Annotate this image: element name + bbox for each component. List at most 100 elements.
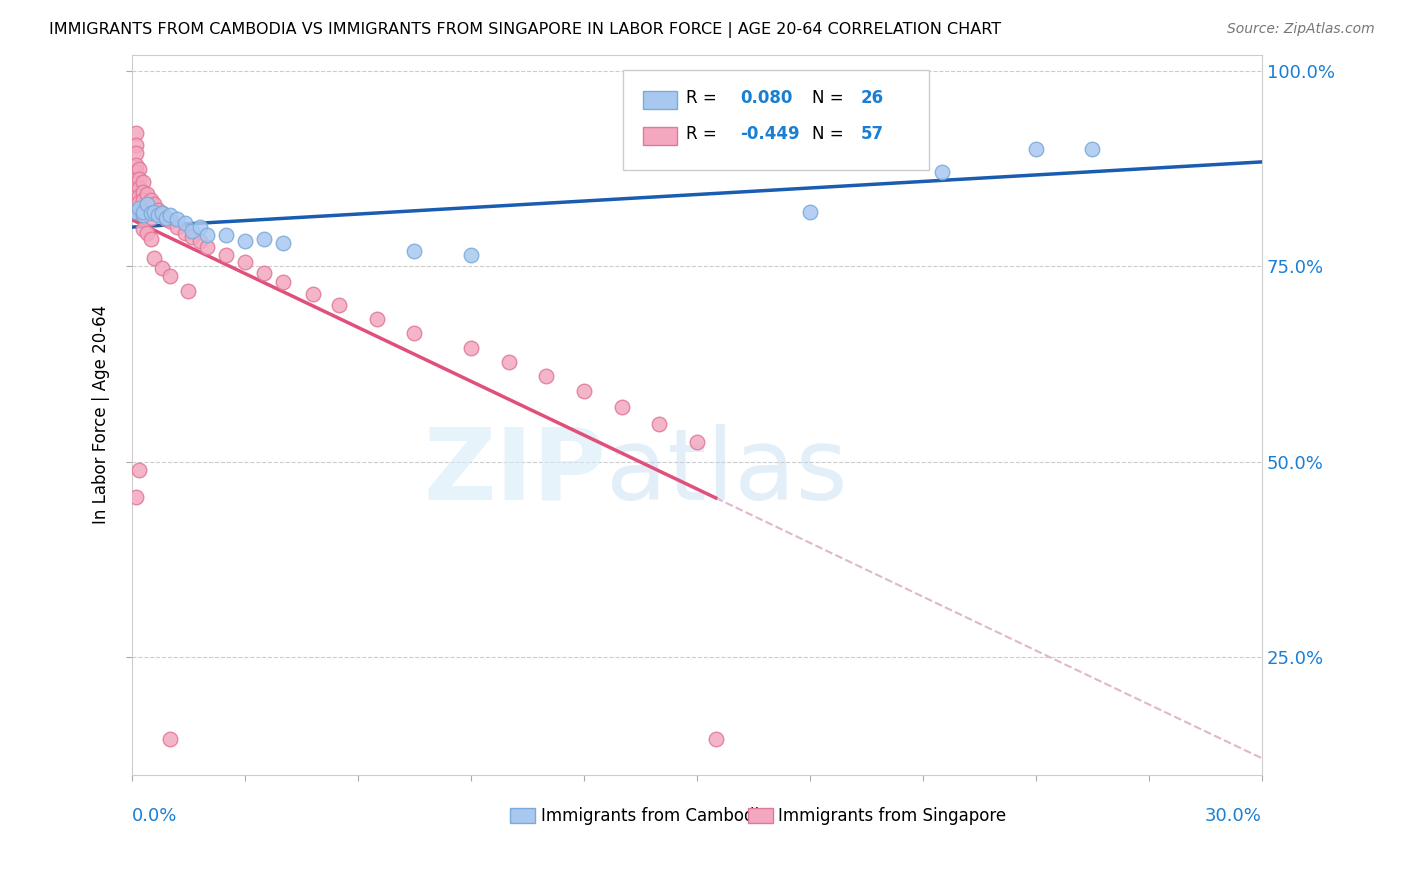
Point <box>931 165 953 179</box>
Point <box>460 247 482 261</box>
Point <box>139 202 162 217</box>
Point <box>173 216 195 230</box>
Point <box>534 368 557 383</box>
Point <box>328 298 350 312</box>
Point <box>128 204 150 219</box>
Point <box>135 204 157 219</box>
Point <box>404 244 426 258</box>
Point <box>188 234 211 248</box>
Point <box>128 189 150 203</box>
FancyBboxPatch shape <box>510 807 536 823</box>
Text: 0.080: 0.080 <box>740 89 792 107</box>
Point <box>271 235 294 250</box>
Text: -0.449: -0.449 <box>740 125 800 144</box>
Point <box>301 286 323 301</box>
Point <box>460 342 482 356</box>
Point <box>124 138 146 153</box>
Point <box>404 326 426 340</box>
Point <box>366 312 388 326</box>
Point <box>177 285 200 299</box>
Point <box>135 196 157 211</box>
Point <box>124 171 146 186</box>
Point <box>159 209 181 223</box>
Point <box>799 204 821 219</box>
Text: N =: N = <box>813 125 844 144</box>
Point <box>135 196 157 211</box>
Point <box>132 209 155 223</box>
Point <box>253 266 276 280</box>
Point <box>159 214 181 228</box>
Text: Immigrants from Cambodia: Immigrants from Cambodia <box>541 806 769 824</box>
Point <box>181 229 204 244</box>
Point <box>1081 142 1104 156</box>
Point <box>648 417 671 432</box>
Text: Source: ZipAtlas.com: Source: ZipAtlas.com <box>1227 22 1375 37</box>
Point <box>159 268 181 283</box>
Point <box>188 220 211 235</box>
Point <box>155 211 177 225</box>
Text: 0.0%: 0.0% <box>132 807 177 825</box>
Point <box>610 400 633 414</box>
Text: R =: R = <box>686 89 716 107</box>
Text: Immigrants from Singapore: Immigrants from Singapore <box>779 806 1007 824</box>
Point <box>143 196 166 211</box>
Point <box>215 227 238 242</box>
Point <box>173 227 195 241</box>
Point <box>132 175 155 189</box>
Point <box>572 384 595 399</box>
Point <box>166 212 188 227</box>
Point <box>124 490 146 504</box>
Point <box>128 171 150 186</box>
Point <box>148 202 170 217</box>
Point <box>132 185 155 199</box>
Point <box>195 227 218 242</box>
Point <box>124 158 146 172</box>
Point <box>498 354 520 368</box>
Point <box>128 195 150 210</box>
Text: R =: R = <box>686 125 716 144</box>
Point <box>132 206 155 220</box>
Point <box>139 206 162 220</box>
Point <box>704 732 727 747</box>
Point <box>181 224 204 238</box>
Y-axis label: In Labor Force | Age 20-64: In Labor Force | Age 20-64 <box>93 305 110 524</box>
Point <box>143 204 166 219</box>
Point <box>128 161 150 176</box>
Point <box>139 232 162 246</box>
FancyBboxPatch shape <box>748 807 772 823</box>
Point <box>132 201 155 215</box>
Point <box>150 260 173 275</box>
Text: IMMIGRANTS FROM CAMBODIA VS IMMIGRANTS FROM SINGAPORE IN LABOR FORCE | AGE 20-64: IMMIGRANTS FROM CAMBODIA VS IMMIGRANTS F… <box>49 22 1001 38</box>
Point <box>128 201 150 215</box>
Point <box>148 209 170 223</box>
Text: N =: N = <box>813 89 844 107</box>
Text: 30.0%: 30.0% <box>1205 807 1263 825</box>
Point <box>132 221 155 235</box>
Point <box>166 220 188 235</box>
FancyBboxPatch shape <box>643 91 676 109</box>
Point <box>135 227 157 241</box>
Point <box>155 212 177 227</box>
Point <box>271 275 294 289</box>
Point <box>128 462 150 476</box>
Point <box>124 177 146 191</box>
FancyBboxPatch shape <box>623 70 928 170</box>
Text: 26: 26 <box>860 89 884 107</box>
Point <box>139 211 162 225</box>
Point <box>233 234 256 248</box>
Point <box>253 232 276 246</box>
Point <box>132 204 155 219</box>
Point <box>132 193 155 207</box>
Point <box>686 435 709 450</box>
Point <box>150 206 173 220</box>
FancyBboxPatch shape <box>643 127 676 145</box>
Text: ZIP: ZIP <box>423 424 606 521</box>
Point <box>124 145 146 160</box>
Point <box>159 732 181 747</box>
Point <box>150 206 173 220</box>
Point <box>124 165 146 179</box>
Point <box>215 247 238 261</box>
Point <box>143 252 166 266</box>
Point <box>195 240 218 254</box>
Text: 57: 57 <box>860 125 884 144</box>
